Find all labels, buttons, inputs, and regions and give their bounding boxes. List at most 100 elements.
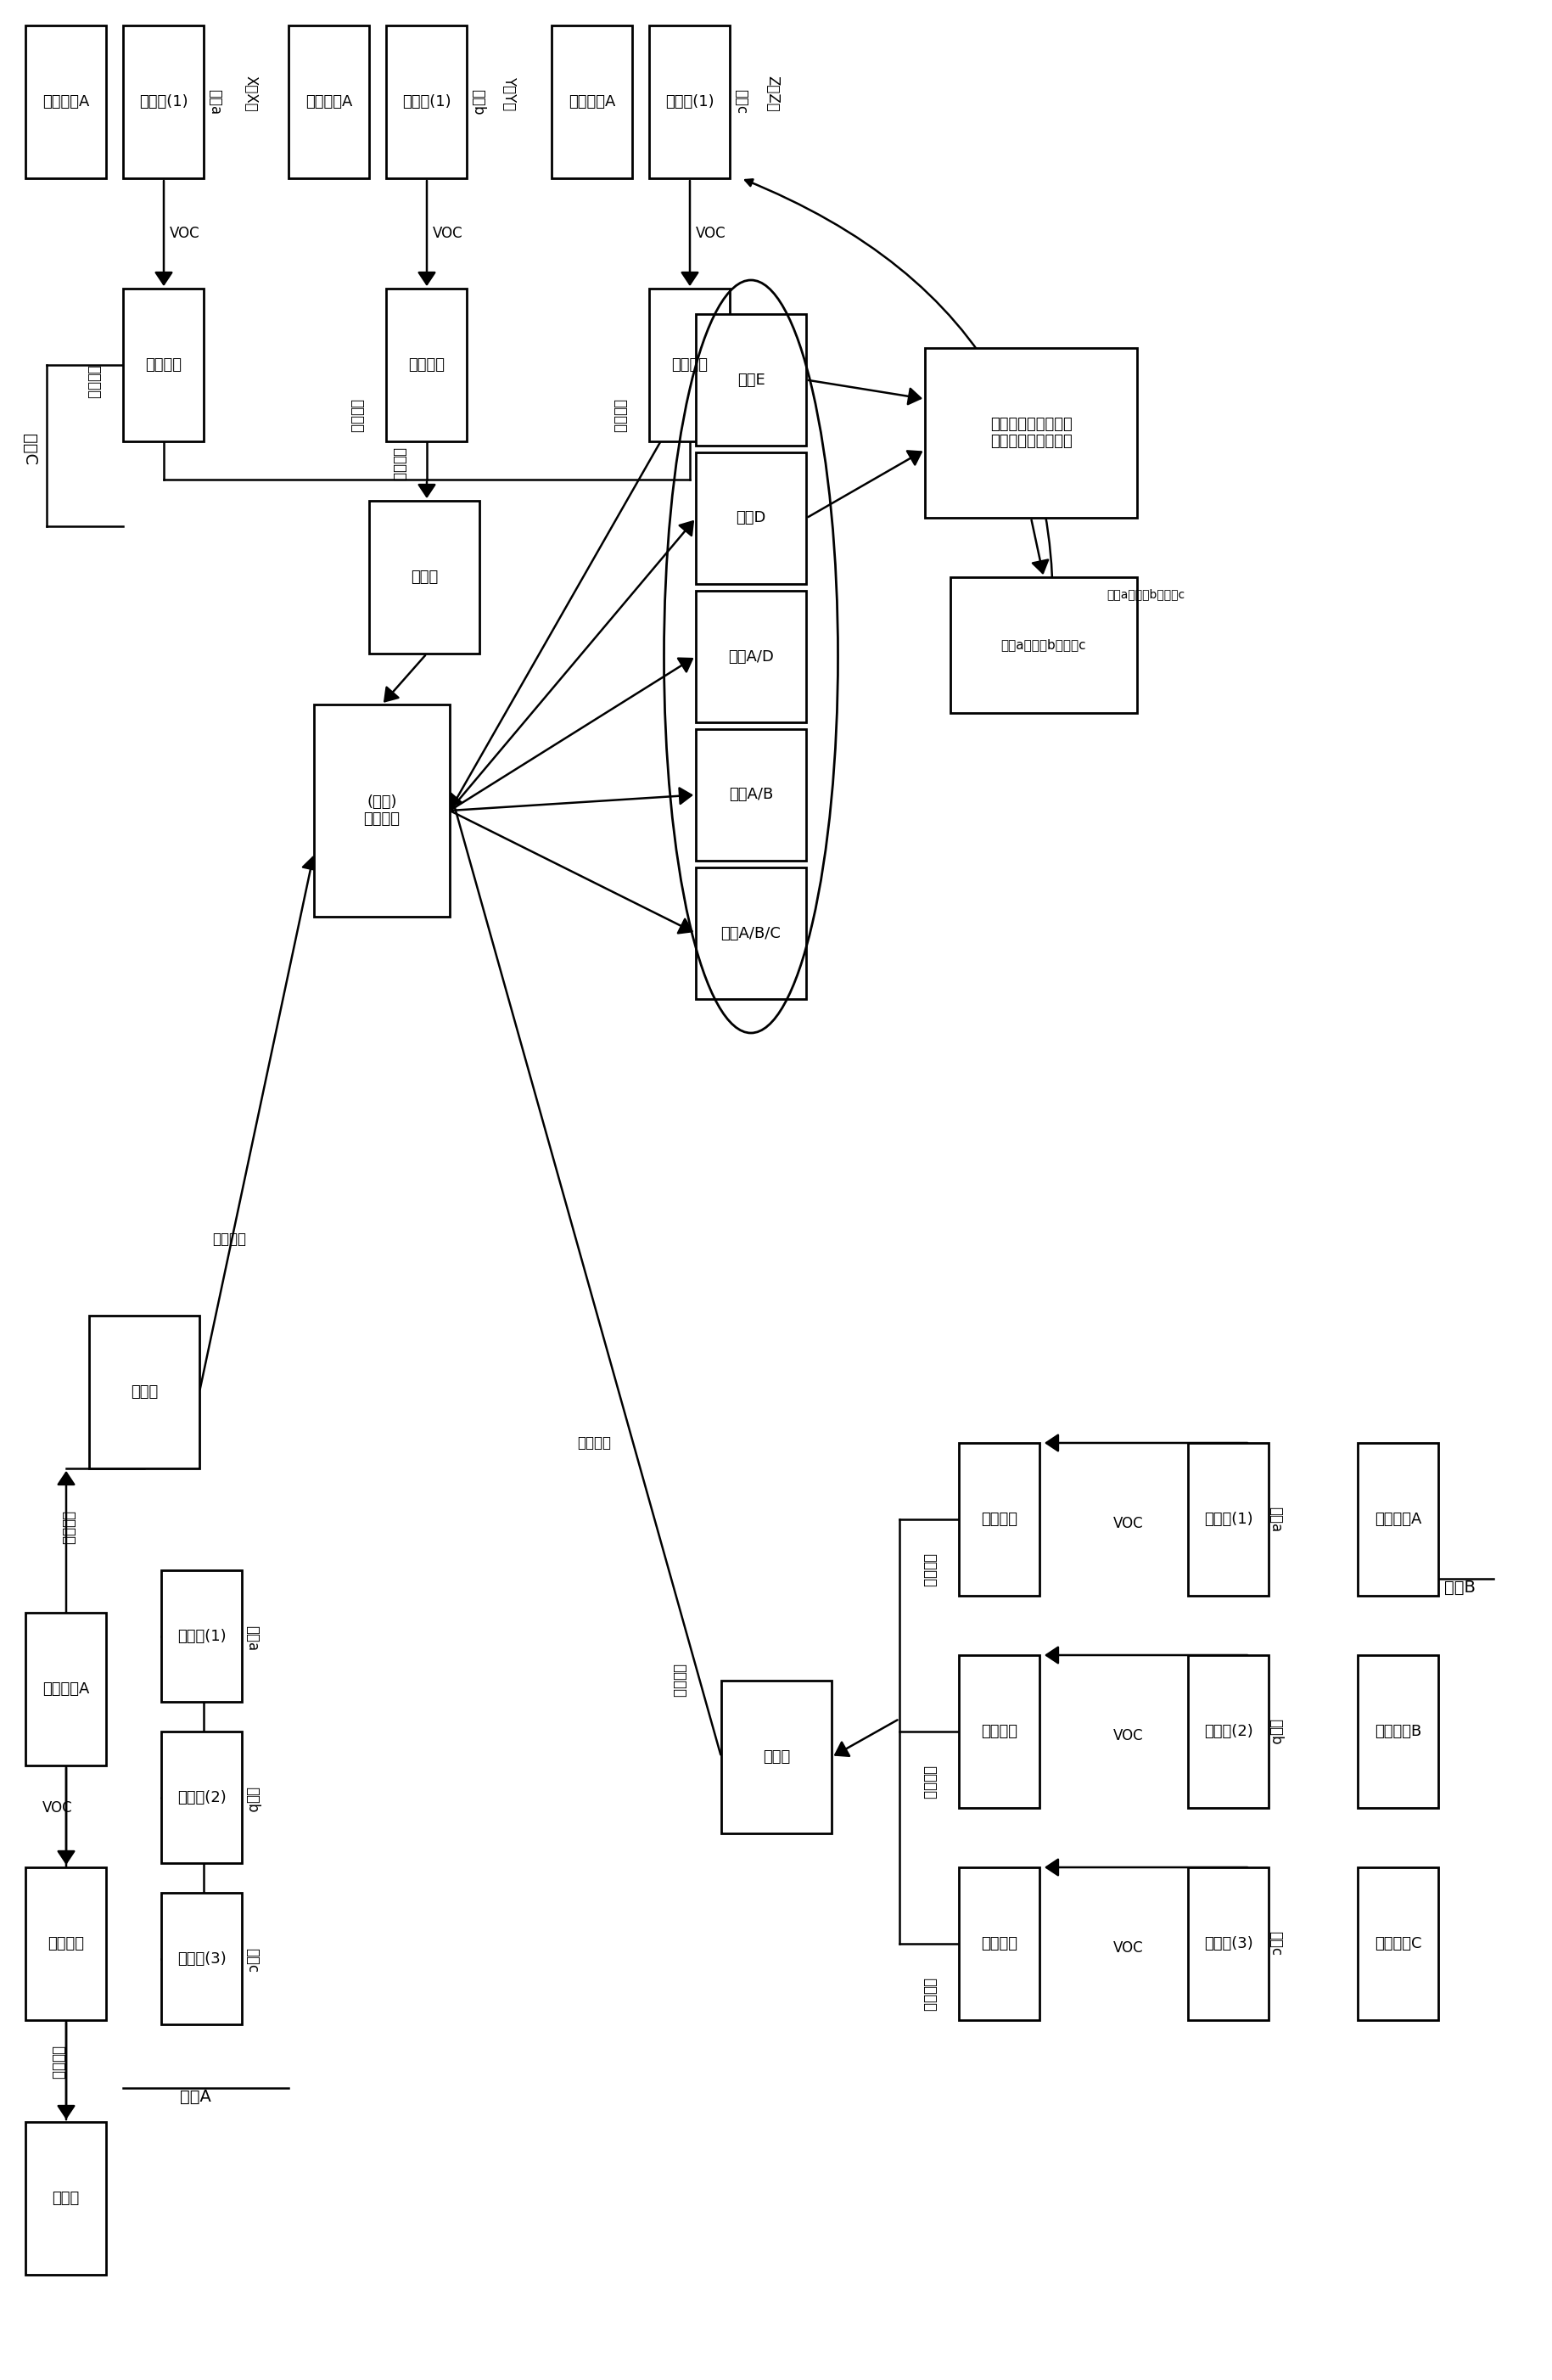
Text: VOC: VOC [695,226,726,240]
Text: 印刷公司A: 印刷公司A [306,95,352,109]
Text: 回収溶剤: 回収溶剤 [213,1230,247,1247]
Text: VOC: VOC [42,1799,73,1816]
Text: 油墨c: 油墨c [733,90,748,114]
Text: 方式B: 方式B [1443,1580,1474,1595]
Bar [1187,1442,1268,1595]
Text: (脱水)
多级蒸馏: (脱水) 多级蒸馏 [363,795,400,828]
Bar [161,1733,242,1864]
Bar [161,1571,242,1702]
Text: 油墨a、油墨b、油墨c: 油墨a、油墨b、油墨c [1001,638,1086,652]
Text: 印刷机(1): 印刷机(1) [138,95,188,109]
Text: 油墨b: 油墨b [244,1787,259,1814]
Text: 油墨b: 油墨b [1268,1718,1284,1745]
Bar [1358,1868,1439,2021]
Bar [88,1316,199,1468]
Text: 回収装置: 回収装置 [670,357,708,374]
Bar [123,26,203,178]
Text: 回収装置: 回収装置 [144,357,182,374]
Bar [925,347,1138,519]
Text: 印刷公司A: 印刷公司A [568,95,615,109]
Text: 贮藏罐: 贮藏罐 [762,1749,790,1764]
Text: 作为油墨和或稀释溶
剂的原料进行再利用: 作为油墨和或稀释溶 剂的原料进行再利用 [990,416,1072,450]
Text: VOC: VOC [1113,1940,1144,1956]
Bar [959,1868,1040,2021]
Text: 油墨c: 油墨c [1268,1930,1284,1956]
Text: 印刷公司A: 印刷公司A [42,95,90,109]
Text: 印刷公司A: 印刷公司A [1375,1511,1422,1528]
Text: 溶剂D: 溶剂D [736,512,767,526]
Text: 回収装置: 回収装置 [408,357,444,374]
Bar [695,590,805,721]
Text: 回収溶剤: 回収溶剤 [922,1978,937,2011]
Text: 贮藏罐: 贮藏罐 [411,569,438,585]
Text: 回収溶剤: 回収溶剤 [922,1766,937,1799]
Bar [1358,1442,1439,1595]
Text: 回収溶剤: 回収溶剤 [85,364,101,400]
Text: 回収装置: 回収装置 [981,1723,1018,1740]
Bar [25,26,106,178]
Bar [649,26,729,178]
Text: 贮藏罐: 贮藏罐 [53,2190,79,2206]
Text: 溶剂E: 溶剂E [737,371,765,388]
Text: 回収溶剤: 回収溶剤 [61,1511,76,1545]
Text: 回収溶剤: 回収溶剤 [922,1554,937,1587]
Text: 油墨b: 油墨b [470,88,486,114]
Bar [959,1442,1040,1595]
Text: 油墨c: 油墨c [244,1949,259,1973]
Bar [959,1654,1040,1809]
Text: Y月Y日: Y月Y日 [501,76,517,109]
Text: 印刷机(2): 印刷机(2) [1204,1723,1252,1740]
Text: 印刷公司C: 印刷公司C [1375,1935,1422,1952]
Text: 印刷机(1): 印刷机(1) [177,1628,227,1645]
Text: 油墨a、油墨b、油墨c: 油墨a、油墨b、油墨c [1107,588,1184,600]
Text: VOC: VOC [1113,1516,1144,1530]
Text: 印刷机(1): 印刷机(1) [664,95,714,109]
Text: VOC: VOC [433,226,462,240]
Bar [695,728,805,862]
Text: 印刷机(3): 印刷机(3) [177,1952,227,1966]
Bar [386,26,467,178]
Text: 油墨a: 油墨a [244,1626,259,1652]
Bar [950,578,1138,714]
Text: 印刷机(2): 印刷机(2) [177,1790,227,1804]
Text: 回収装置: 回収装置 [981,1935,1018,1952]
Text: 回収溶剤: 回収溶剤 [50,2044,65,2080]
Text: 油墨a: 油墨a [206,88,222,114]
Text: 回収溶剤: 回収溶剤 [611,400,627,433]
Bar [551,26,632,178]
Bar [25,1868,106,2021]
Text: 回収装置: 回収装置 [981,1511,1018,1528]
Text: 回収溶剤: 回収溶剤 [391,447,407,481]
Bar [695,314,805,445]
Text: VOC: VOC [169,226,200,240]
Text: Z月Z日: Z月Z日 [765,76,779,112]
Bar [25,1614,106,1766]
Bar [649,288,729,440]
Bar [695,866,805,1000]
Text: 溶剂A/B/C: 溶剂A/B/C [720,926,781,940]
Text: X月X日: X月X日 [242,76,258,112]
Bar [25,2123,106,2275]
Bar [369,500,480,655]
Bar [1187,1654,1268,1809]
Text: 印刷机(3): 印刷机(3) [1204,1935,1252,1952]
Text: 印刷机(1): 印刷机(1) [402,95,450,109]
Text: 溶剂A/B: 溶剂A/B [729,788,773,802]
Bar [1358,1654,1439,1809]
Text: 回収溶剤: 回収溶剤 [349,400,365,433]
Text: VOC: VOC [1113,1728,1144,1745]
Bar [123,288,203,440]
Bar [314,704,450,916]
Text: 印刷公司B: 印刷公司B [1375,1723,1422,1740]
Text: 溶剂A/D: 溶剂A/D [728,650,774,664]
Bar [722,1680,832,1833]
Text: 回収溶剤: 回収溶剤 [670,1664,686,1697]
Text: 油墨a: 油墨a [1268,1507,1284,1533]
Text: 贮藏罐: 贮藏罐 [130,1385,158,1399]
Bar [695,452,805,583]
Text: 印刷机(1): 印刷机(1) [1204,1511,1252,1528]
Text: 方式A: 方式A [180,2087,211,2104]
Bar [289,26,369,178]
Bar [1187,1868,1268,2021]
Bar [161,1892,242,2025]
